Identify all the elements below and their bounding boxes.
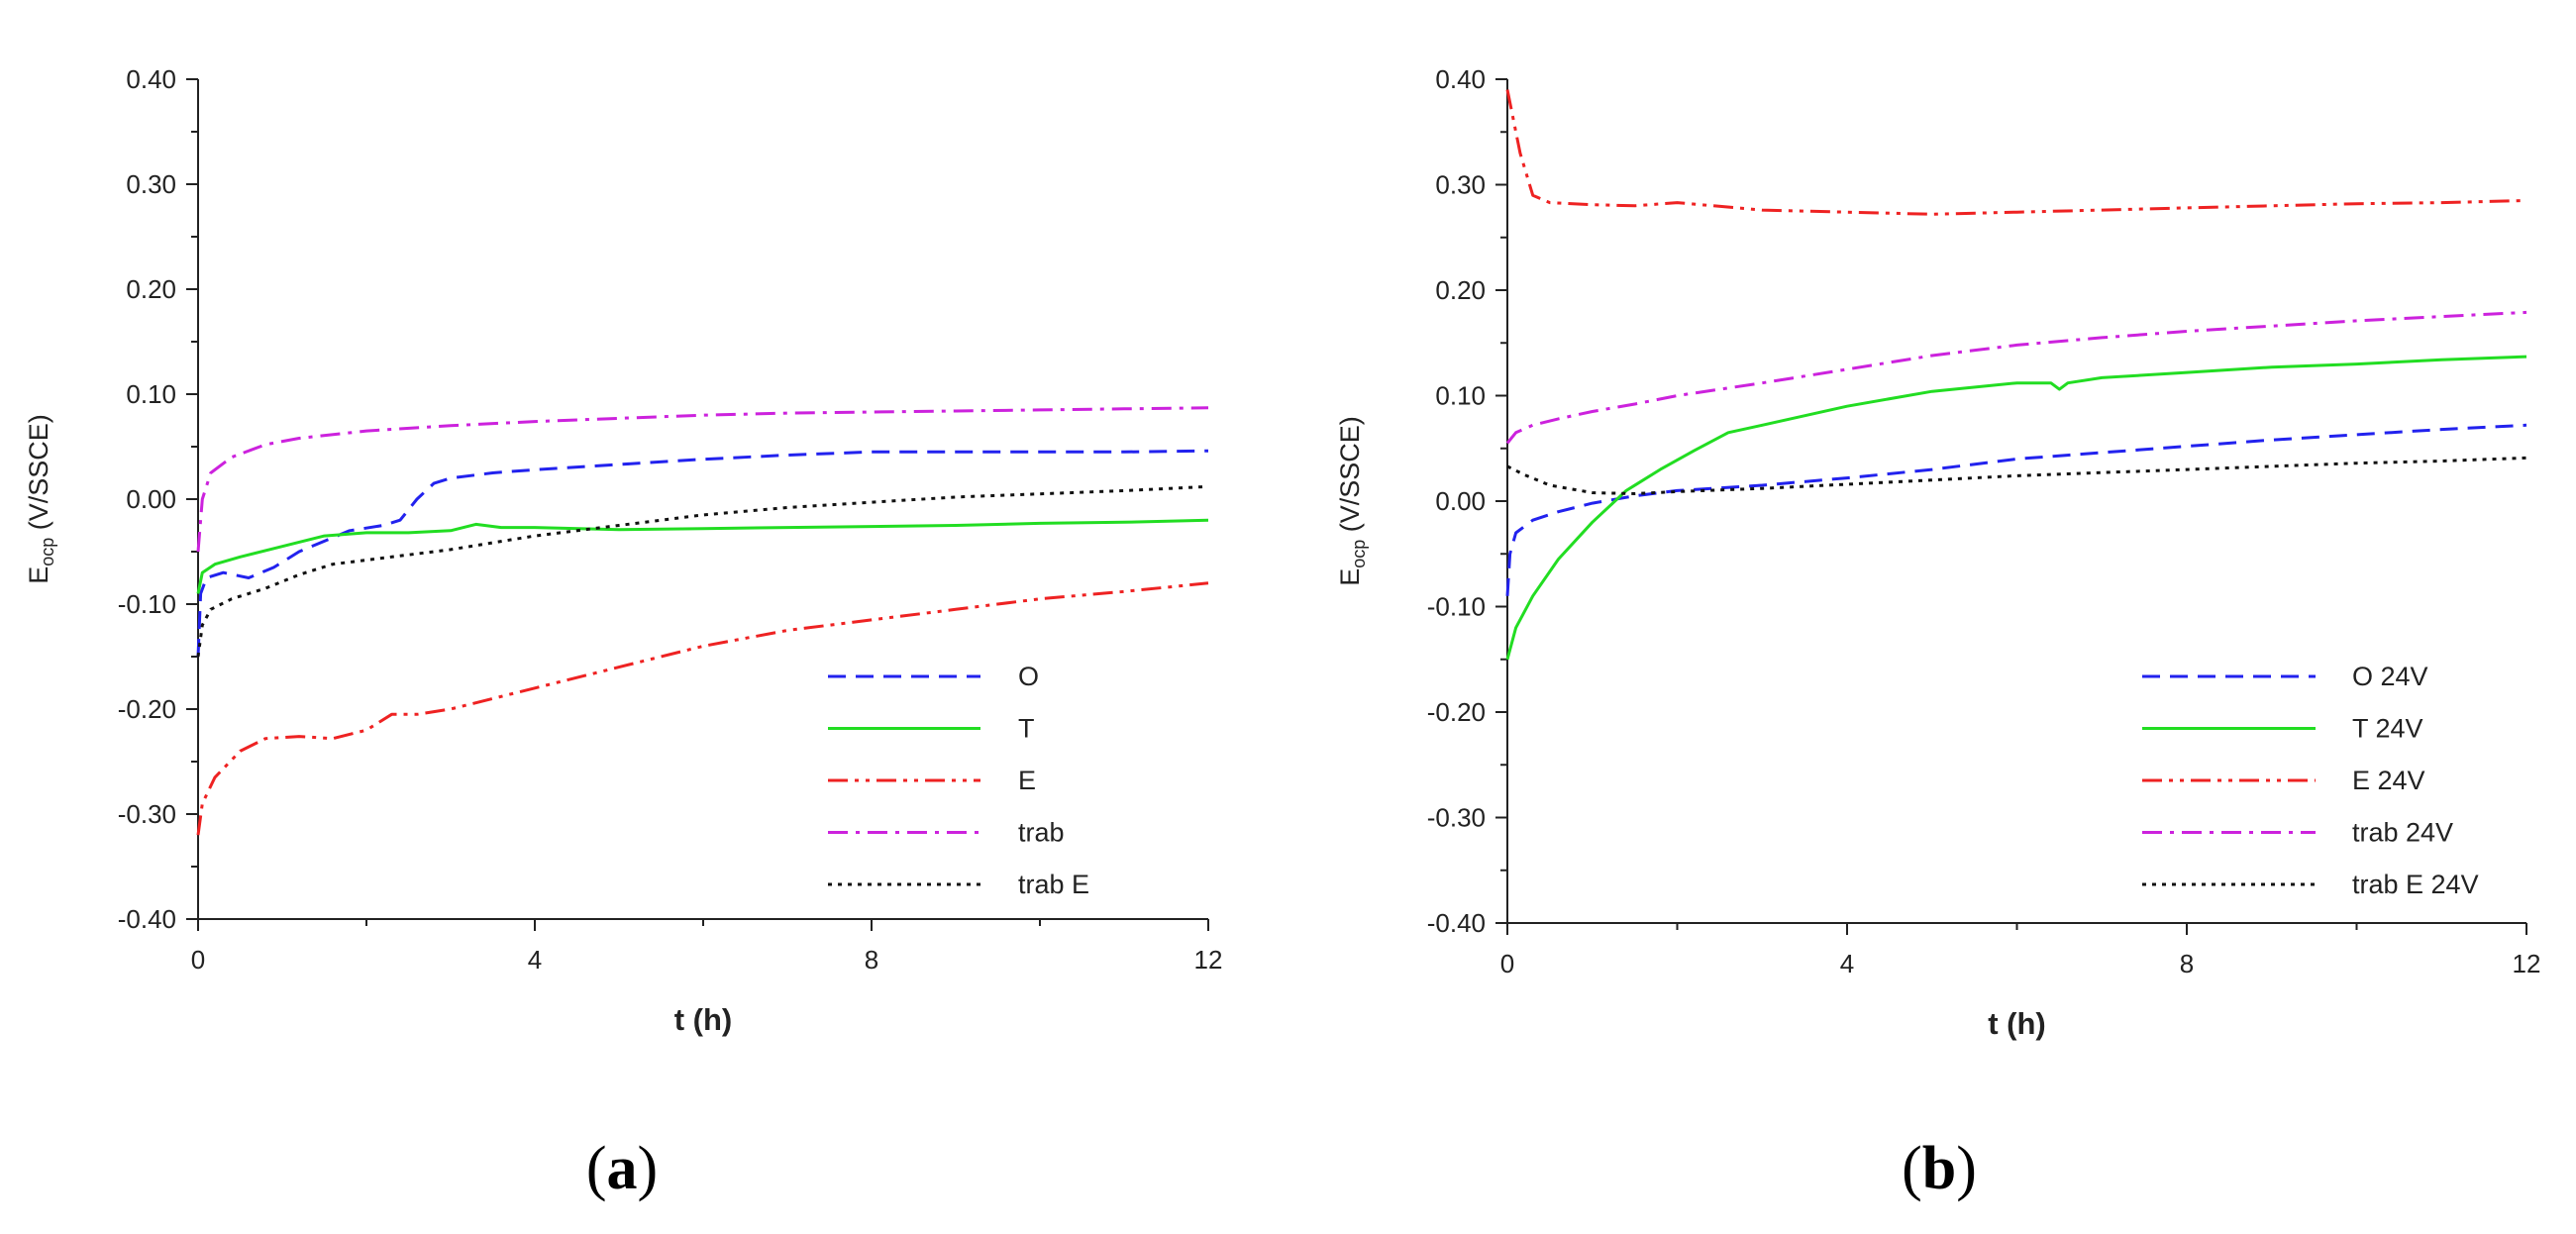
series-line-t <box>196 518 1209 594</box>
y-tick-label: 0.00 <box>126 484 176 514</box>
y-tick-label: -0.40 <box>118 904 176 934</box>
y-tick-label: -0.30 <box>118 799 176 829</box>
series-line-o <box>196 449 1209 658</box>
x-axis-title: t (h) <box>674 1002 733 1037</box>
y-tick-label: 0.10 <box>126 379 176 409</box>
series-line-trab <box>196 406 1209 553</box>
legend-label: E <box>1018 766 1036 795</box>
y-tick-label: -0.30 <box>1427 803 1486 833</box>
x-tick-label: 8 <box>865 945 878 975</box>
chart-panel-a: -0.40 -0.30 -0.20 -0.10 0.00 0.10 0.20 0.30 0.40… <box>24 64 1222 1202</box>
y-tick-label: 0.10 <box>1435 381 1486 411</box>
y-tick-label: -0.10 <box>1427 592 1486 622</box>
y-tick-label: -0.40 <box>1427 908 1486 938</box>
y-axis-title: Eocp (V/SSCE) <box>1335 416 1369 586</box>
series-line-t-24v <box>1505 355 2527 661</box>
x-tick-label: 8 <box>2180 949 2194 978</box>
y-axis-title-sub: ocp <box>38 538 57 566</box>
legend-label: trab <box>1018 818 1065 848</box>
y-axis-title-unit: (V/SSCE) <box>24 414 53 538</box>
legend-label: trab E 24V <box>2352 870 2479 899</box>
series-line-e-24v <box>1505 89 2527 216</box>
y-tick-label: 0.30 <box>1435 170 1486 200</box>
legend-label: O <box>1018 662 1039 691</box>
y-tick-label: 0.00 <box>1435 486 1486 516</box>
series-line-trab-e <box>196 484 1209 658</box>
y-axis-title-sub: ocp <box>1349 540 1369 568</box>
panel-label: (b) <box>1902 1135 1977 1202</box>
legend-label: E 24V <box>2352 766 2425 795</box>
y-axis-title-unit: (V/SSCE) <box>1335 416 1365 540</box>
y-axis-title-main: E <box>1335 568 1365 586</box>
series-line-trab-e-24v <box>1506 456 2527 495</box>
legend-label: T 24V <box>2352 714 2423 744</box>
y-tick-label: -0.20 <box>118 694 176 724</box>
series-line-o-24v <box>1505 423 2527 596</box>
y-tick-label: 0.40 <box>126 64 176 94</box>
chart-panel-b: -0.40 -0.30 -0.20 -0.10 0.00 0.10 0.20 0.30 0.40… <box>1335 64 2540 1202</box>
x-tick-label: 4 <box>528 945 542 975</box>
y-tick-label: 0.40 <box>1435 64 1486 94</box>
y-tick-label: 0.20 <box>1435 275 1486 305</box>
y-tick-label: -0.20 <box>1427 697 1486 727</box>
series-line-e <box>196 581 1209 836</box>
y-tick-label: 0.20 <box>126 274 176 304</box>
legend: O 24V T 24V E 24V trab 24V trab E 24V <box>2142 662 2479 899</box>
y-axis-title-main: E <box>24 566 53 584</box>
x-axis-title: t (h) <box>1988 1006 2046 1041</box>
legend-label: O 24V <box>2352 662 2428 691</box>
y-tick-label: 0.30 <box>126 169 176 199</box>
x-tick-label: 4 <box>1840 949 1854 978</box>
legend-label: trab 24V <box>2352 818 2453 848</box>
x-tick-label: 0 <box>191 945 205 975</box>
series-line-trab-24v <box>1505 310 2527 445</box>
x-tick-label: 12 <box>2513 949 2541 978</box>
y-axis-title: Eocp (V/SSCE) <box>24 414 57 584</box>
y-tick-label: -0.10 <box>118 589 176 619</box>
panel-label: (a) <box>586 1135 658 1202</box>
legend-label: trab E <box>1018 870 1089 899</box>
x-tick-label: 0 <box>1500 949 1514 978</box>
legend-label: T <box>1018 714 1035 744</box>
x-tick-label: 12 <box>1194 945 1223 975</box>
